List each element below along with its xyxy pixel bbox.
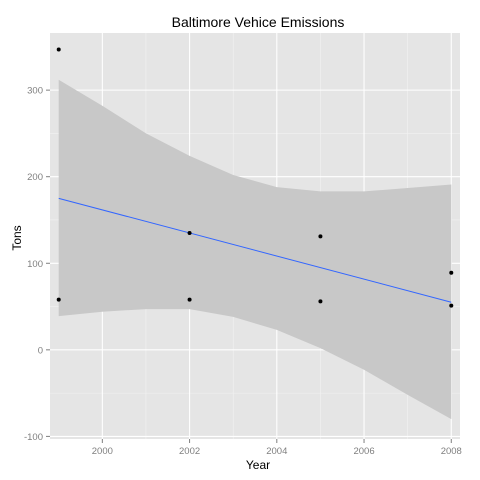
data-point xyxy=(187,230,192,235)
x-tick-label: 2000 xyxy=(92,446,113,457)
y-axis: -100 0 100 200 300 xyxy=(24,86,50,443)
data-point xyxy=(187,297,192,302)
data-point xyxy=(449,270,454,275)
trend-line xyxy=(58,197,452,303)
data-point xyxy=(56,47,61,52)
x-tick-label: 2004 xyxy=(266,446,287,457)
x-tick-label: 2008 xyxy=(441,446,462,457)
x-axis: 2000 2002 2004 2006 2008 xyxy=(92,439,462,457)
x-axis-title: Year xyxy=(246,458,270,472)
y-tick-label: 100 xyxy=(27,259,43,270)
y-tick-label: 300 xyxy=(27,86,43,97)
data-point xyxy=(318,234,323,239)
data-point xyxy=(318,299,323,304)
data-points xyxy=(56,47,454,308)
y-tick-label: 0 xyxy=(38,345,43,356)
data-point xyxy=(449,303,454,308)
x-tick-label: 2006 xyxy=(353,446,374,457)
chart-title: Baltimore Vehice Emissions xyxy=(172,14,345,30)
data-point xyxy=(56,297,61,302)
y-tick-label: 200 xyxy=(27,172,43,183)
confidence-band xyxy=(58,79,452,420)
y-axis-title: Tons xyxy=(10,225,24,250)
y-tick-label: -100 xyxy=(24,432,43,443)
x-tick-label: 2002 xyxy=(179,446,200,457)
